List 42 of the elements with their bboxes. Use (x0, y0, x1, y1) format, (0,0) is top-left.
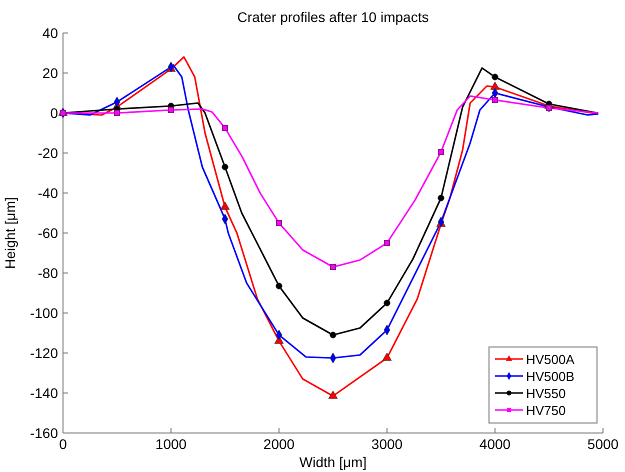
point (546, 105, 552, 111)
y-tick-label: -80 (38, 265, 58, 281)
point (222, 164, 228, 170)
point (490, 82, 500, 90)
point (438, 149, 444, 155)
point (330, 332, 336, 338)
x-tick-label: 4000 (479, 436, 511, 452)
y-tick-label: -40 (38, 185, 58, 201)
point (382, 352, 392, 361)
legend-label: HV500B (526, 369, 574, 384)
legend-label: HV750 (526, 403, 566, 418)
point (384, 240, 390, 246)
y-tick-label: -60 (38, 225, 58, 241)
point (328, 390, 338, 399)
y-axis-title: Height [μm] (2, 197, 18, 269)
chart-title: Crater profiles after 10 impacts (237, 9, 429, 25)
y-tick-label: -160 (30, 425, 58, 441)
y-tick-label: -140 (30, 385, 58, 401)
y-tick-label: 20 (42, 65, 58, 81)
point (438, 194, 444, 202)
x-tick-label: 1000 (155, 436, 187, 452)
y-tick-label: -100 (30, 305, 58, 321)
y-tick-label: -20 (38, 145, 58, 161)
legend-label: HV550 (526, 386, 566, 401)
point (492, 97, 498, 103)
y-tick-label: 0 (50, 105, 58, 121)
x-tick-label: 5000 (587, 436, 619, 452)
y-tick-label: -120 (30, 345, 58, 361)
legend-label: HV500A (526, 352, 575, 367)
point (220, 202, 230, 210)
point (384, 300, 390, 306)
point (222, 125, 228, 131)
point (276, 282, 282, 290)
point (276, 220, 282, 226)
point (492, 74, 498, 80)
x-tick-label: 2000 (263, 436, 295, 452)
point (168, 107, 174, 113)
x-tick-label: 3000 (371, 436, 403, 452)
x-axis-title: Width [μm] (299, 454, 367, 470)
y-tick-label: 40 (42, 25, 58, 41)
point (330, 264, 336, 270)
point (114, 110, 120, 116)
